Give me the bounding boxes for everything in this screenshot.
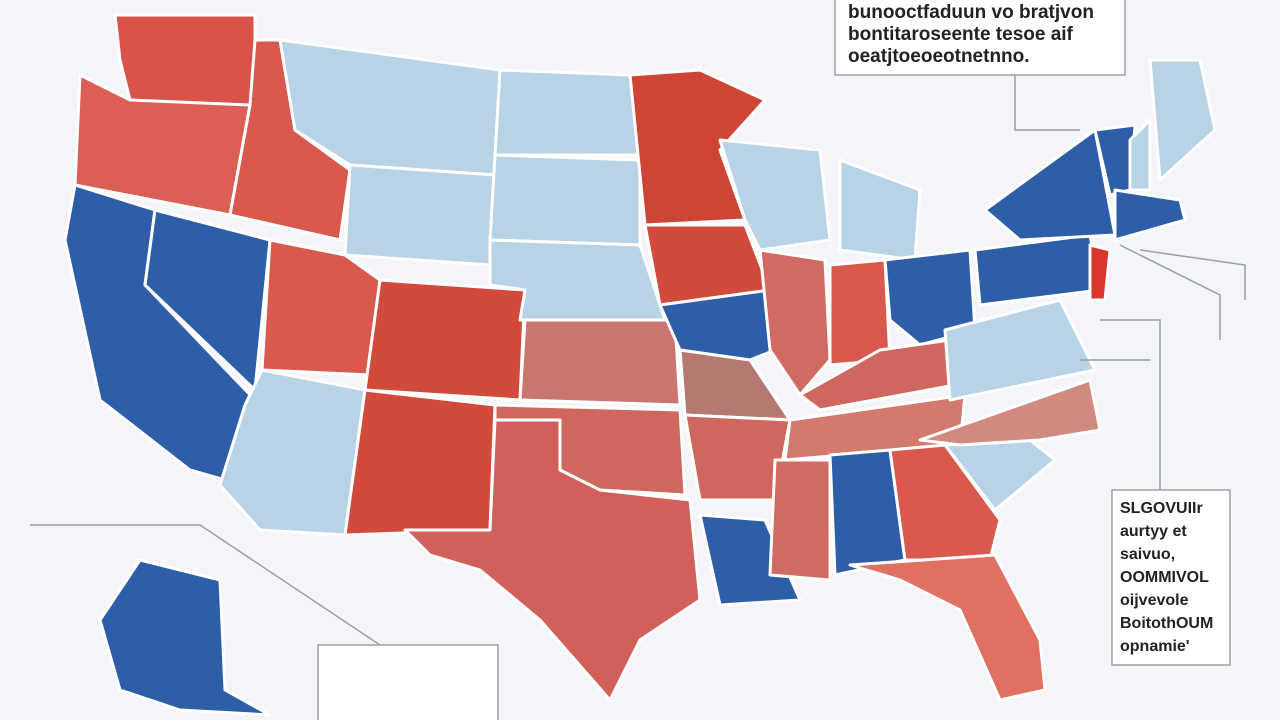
- top-note: bunooctfaduun vo bratjvon bontitaroseent…: [834, 0, 1126, 76]
- note-line: oeatjtoeoeotnetnno.: [848, 46, 1030, 67]
- state: [943, 298, 1097, 402]
- note-line: bunooctfaduun vo bratjvon: [848, 2, 1094, 23]
- note-line: saivuo,: [1120, 546, 1175, 563]
- state: [888, 443, 1002, 562]
- state: [658, 288, 777, 362]
- note-box: [834, 0, 1126, 76]
- state: [698, 513, 802, 607]
- state: [1113, 188, 1187, 242]
- state: [488, 238, 667, 322]
- note-line: bontitaroseente tesoe aif: [848, 24, 1074, 45]
- side-note: SLGOVUIIr aurtyy et saivuo, OOMMIVOL oij…: [1111, 489, 1231, 666]
- callout-line: [1014, 75, 1080, 131]
- state: [343, 163, 497, 267]
- state: [1088, 243, 1112, 302]
- state: [758, 248, 832, 397]
- note-line: opnamie': [1120, 638, 1190, 655]
- state: [488, 153, 642, 247]
- note-line: OOMMIVOL: [1120, 569, 1209, 586]
- callout-line: [1119, 244, 1221, 340]
- state: [678, 348, 792, 422]
- note-line: BoitothOUM: [1120, 615, 1213, 632]
- note-line: oijvevole: [1120, 592, 1189, 609]
- state: [1148, 58, 1217, 182]
- note-box: [1111, 489, 1231, 666]
- state: [983, 128, 1117, 242]
- empty-box: [317, 644, 499, 720]
- state: [493, 68, 642, 157]
- states: [63, 13, 1217, 717]
- state: [260, 238, 382, 377]
- state: [718, 138, 832, 252]
- state: [973, 233, 1102, 307]
- state: [518, 318, 682, 407]
- callout-lines: [30, 75, 1246, 720]
- callout-line: [1100, 319, 1161, 490]
- state: [838, 158, 922, 262]
- state: [403, 418, 702, 702]
- note-line: SLGOVUIIr: [1120, 500, 1203, 517]
- state: [98, 558, 272, 717]
- callout-line: [30, 524, 381, 646]
- callout-line: [1139, 249, 1246, 300]
- state: [848, 553, 1047, 702]
- state: [918, 378, 1102, 447]
- state: [363, 278, 527, 402]
- state: [343, 388, 497, 537]
- state: [768, 458, 832, 582]
- state: [113, 13, 257, 112]
- note-line: aurtyy et: [1120, 523, 1187, 540]
- state: [1128, 118, 1152, 192]
